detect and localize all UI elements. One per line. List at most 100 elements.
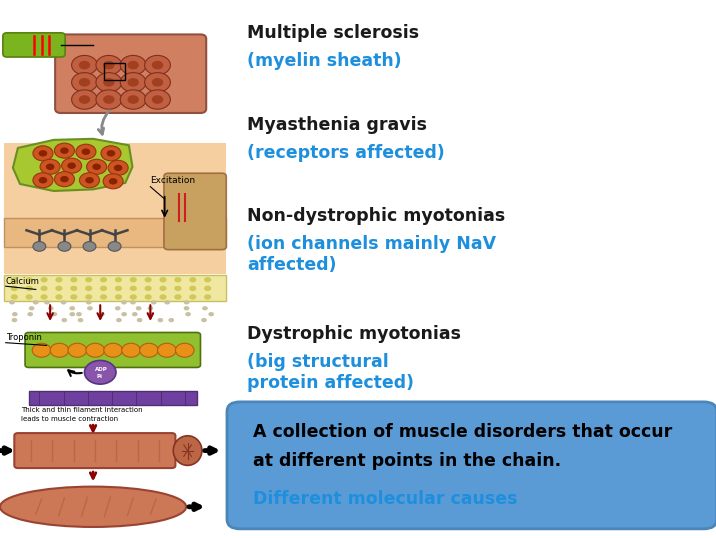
Circle shape [96, 55, 122, 75]
Circle shape [76, 144, 96, 159]
Circle shape [79, 95, 90, 104]
Text: Troponin: Troponin [6, 333, 42, 342]
Circle shape [100, 277, 107, 282]
Circle shape [96, 90, 122, 109]
Circle shape [204, 277, 211, 282]
Circle shape [33, 242, 46, 251]
Circle shape [33, 173, 53, 188]
Circle shape [103, 95, 115, 104]
Text: Calcium: Calcium [6, 277, 39, 286]
Circle shape [185, 318, 190, 322]
Circle shape [85, 294, 92, 300]
Circle shape [39, 150, 47, 157]
Circle shape [41, 294, 48, 300]
Circle shape [29, 300, 35, 305]
Circle shape [32, 343, 51, 357]
Circle shape [39, 177, 47, 183]
Circle shape [186, 306, 192, 310]
Circle shape [84, 360, 116, 384]
Circle shape [62, 158, 82, 173]
Circle shape [136, 312, 142, 316]
Circle shape [127, 95, 139, 104]
Circle shape [192, 312, 198, 316]
Circle shape [47, 306, 53, 310]
Circle shape [68, 343, 87, 357]
Circle shape [79, 61, 90, 69]
Text: A collection of muscle disorders that occur: A collection of muscle disorders that oc… [253, 423, 672, 441]
Circle shape [79, 306, 84, 310]
Circle shape [175, 343, 194, 357]
Circle shape [152, 78, 163, 87]
Circle shape [58, 242, 71, 251]
Circle shape [203, 300, 209, 305]
Circle shape [85, 177, 94, 183]
Circle shape [153, 312, 159, 316]
Circle shape [70, 294, 77, 300]
Circle shape [158, 343, 176, 357]
Circle shape [152, 61, 163, 69]
Text: at different points in the chain.: at different points in the chain. [253, 452, 561, 470]
Circle shape [79, 78, 90, 87]
Circle shape [62, 300, 68, 305]
Circle shape [60, 176, 69, 182]
Circle shape [108, 160, 128, 175]
Circle shape [55, 294, 62, 300]
Circle shape [26, 294, 33, 300]
Circle shape [11, 294, 18, 300]
Circle shape [189, 286, 196, 291]
Bar [4, 143, 226, 274]
Circle shape [145, 55, 170, 75]
Text: Pi: Pi [97, 374, 102, 379]
Circle shape [130, 318, 136, 322]
Circle shape [100, 286, 107, 291]
Circle shape [127, 78, 139, 87]
Circle shape [103, 61, 115, 69]
Circle shape [130, 277, 137, 282]
Circle shape [174, 294, 181, 300]
Text: leads to muscle contraction: leads to muscle contraction [21, 416, 119, 422]
Circle shape [40, 159, 60, 174]
Circle shape [66, 312, 72, 316]
Circle shape [122, 343, 140, 357]
Circle shape [79, 173, 100, 188]
Circle shape [28, 312, 34, 316]
FancyBboxPatch shape [14, 433, 175, 468]
Circle shape [115, 277, 122, 282]
Circle shape [103, 78, 115, 87]
Text: Different molecular causes: Different molecular causes [253, 490, 517, 507]
Circle shape [85, 312, 91, 316]
Circle shape [87, 159, 107, 174]
Circle shape [115, 294, 122, 300]
Circle shape [82, 148, 90, 155]
FancyBboxPatch shape [164, 173, 226, 250]
Circle shape [41, 277, 48, 282]
Circle shape [160, 294, 167, 300]
Circle shape [122, 312, 128, 316]
Circle shape [55, 277, 62, 282]
Ellipse shape [173, 436, 202, 465]
Circle shape [85, 277, 92, 282]
Circle shape [120, 90, 146, 109]
Text: (ion channels mainly NaV
affected): (ion channels mainly NaV affected) [247, 235, 496, 274]
Circle shape [189, 294, 196, 300]
Circle shape [130, 294, 137, 300]
Circle shape [102, 306, 108, 310]
Circle shape [160, 286, 167, 291]
Circle shape [50, 343, 69, 357]
Bar [4, 275, 226, 301]
Circle shape [157, 318, 163, 322]
Circle shape [175, 306, 181, 310]
Circle shape [160, 277, 167, 282]
Polygon shape [13, 139, 132, 191]
Text: Myasthenia gravis: Myasthenia gravis [247, 116, 427, 133]
Text: (big structural
protein affected): (big structural protein affected) [247, 353, 414, 392]
Circle shape [41, 286, 48, 291]
Circle shape [168, 312, 174, 316]
Circle shape [96, 73, 122, 92]
Circle shape [174, 277, 181, 282]
Circle shape [174, 286, 181, 291]
Text: Dystrophic myotonias: Dystrophic myotonias [247, 325, 461, 343]
Circle shape [103, 174, 123, 189]
Circle shape [172, 318, 178, 322]
Ellipse shape [0, 486, 186, 527]
